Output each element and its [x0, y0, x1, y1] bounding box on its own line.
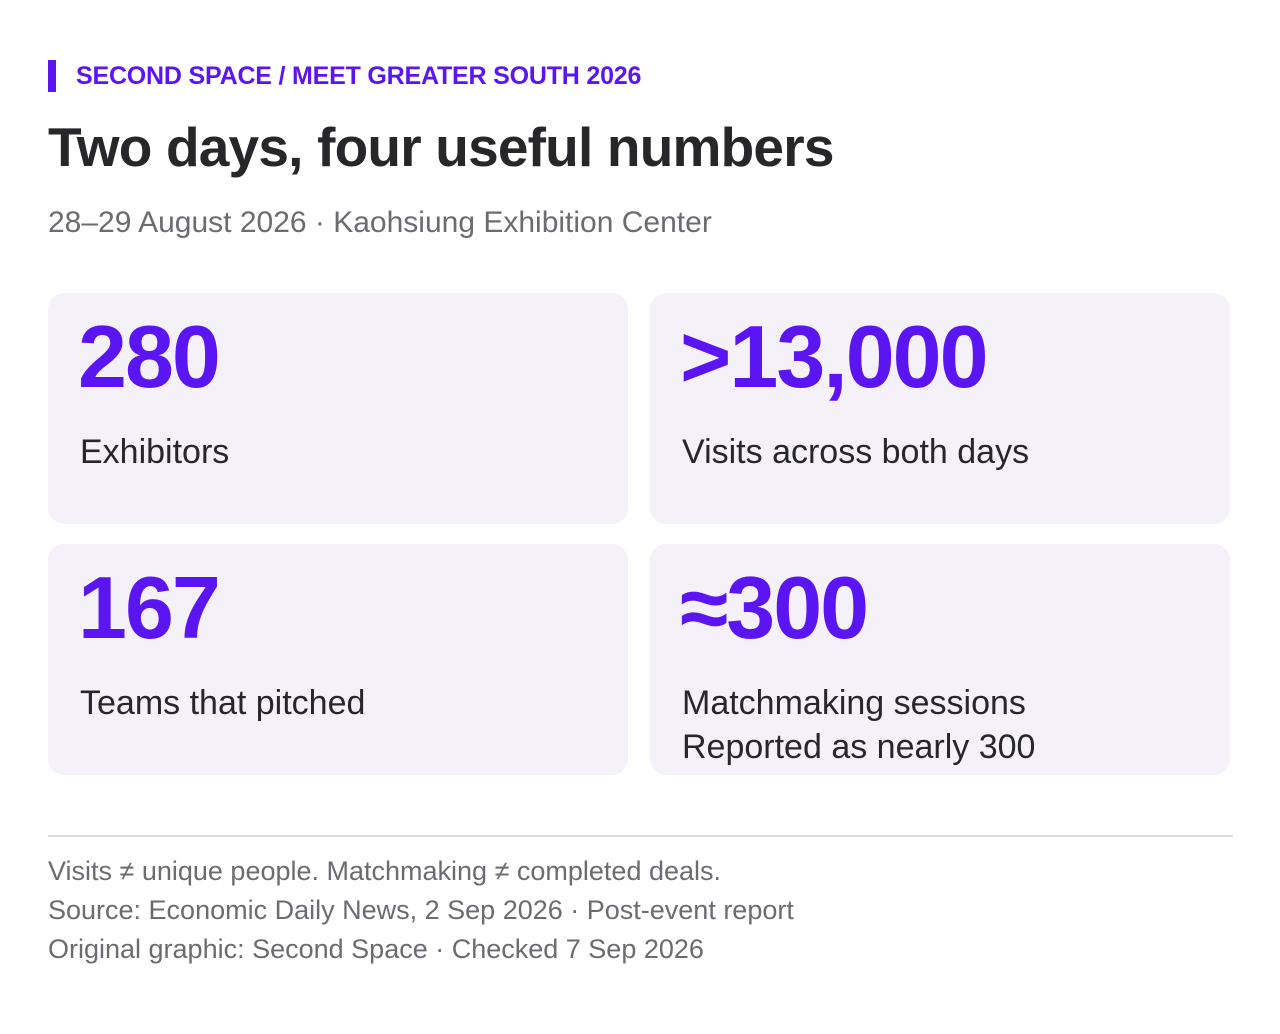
stat-value: 280 — [78, 307, 221, 406]
kicker: SECOND SPACE / MEET GREATER SOUTH 2026 — [48, 60, 641, 92]
kicker-text: SECOND SPACE / MEET GREATER SOUTH 2026 — [76, 61, 642, 90]
stat-card-matchmaking: ≈300 Matchmaking sessions Reported as ne… — [650, 544, 1230, 775]
stat-label: Matchmaking sessions — [682, 684, 1026, 722]
stat-value: >13,000 — [680, 307, 989, 406]
stat-label: Exhibitors — [80, 433, 230, 471]
stat-card-visits: >13,000 Visits across both days — [650, 293, 1230, 524]
stat-value: ≈300 — [680, 558, 869, 657]
footer-caveat: Visits ≠ unique people. Matchmaking ≠ co… — [48, 856, 722, 886]
stat-label: Teams that pitched — [80, 684, 366, 722]
footer-credit: Original graphic: Second Space · Checked… — [48, 934, 704, 964]
stat-card-pitching-teams: 167 Teams that pitched — [48, 544, 628, 775]
footer-divider — [48, 835, 1233, 837]
page-subtitle: 28–29 August 2026 · Kaohsiung Exhibition… — [48, 206, 712, 239]
page-title: Two days, four useful numbers — [48, 116, 834, 178]
footer-source: Source: Economic Daily News, 2 Sep 2026 … — [48, 895, 794, 925]
kicker-accent-bar — [48, 60, 56, 92]
stat-note: Reported as nearly 300 — [682, 728, 1036, 766]
stat-card-exhibitors: 280 Exhibitors — [48, 293, 628, 524]
stat-value: 167 — [78, 558, 221, 657]
stat-label: Visits across both days — [682, 433, 1030, 471]
